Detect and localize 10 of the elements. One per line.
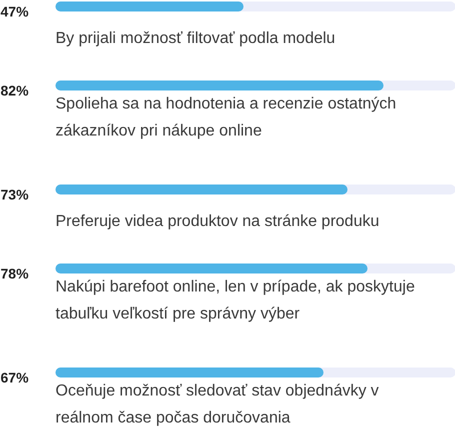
y-tick-label: Preferuje videa produktov na stránke produku (56, 213, 380, 230)
y-tick-label: By prijali možnosť filtovať podla modelu (56, 30, 336, 47)
y-tick-label: Spolieha sa na hodnotenia a recenzie ostatných zákazníkov pri nákupe online (56, 96, 396, 140)
data-label: 78% (0, 266, 30, 282)
data-label: 73% (0, 186, 30, 202)
y-tick-label: Oceňuje možnosť sledovať stav objednávky v reálnom čase počas doručovania (56, 382, 379, 426)
data-label: 47% (0, 4, 30, 20)
y-tick-label: Nakúpi barefoot online, len v prípade, ak poskytuje tabuľku veľkostí pre správny výber (56, 278, 415, 322)
data-label: 82% (0, 82, 30, 98)
data-label: 67% (0, 370, 30, 386)
